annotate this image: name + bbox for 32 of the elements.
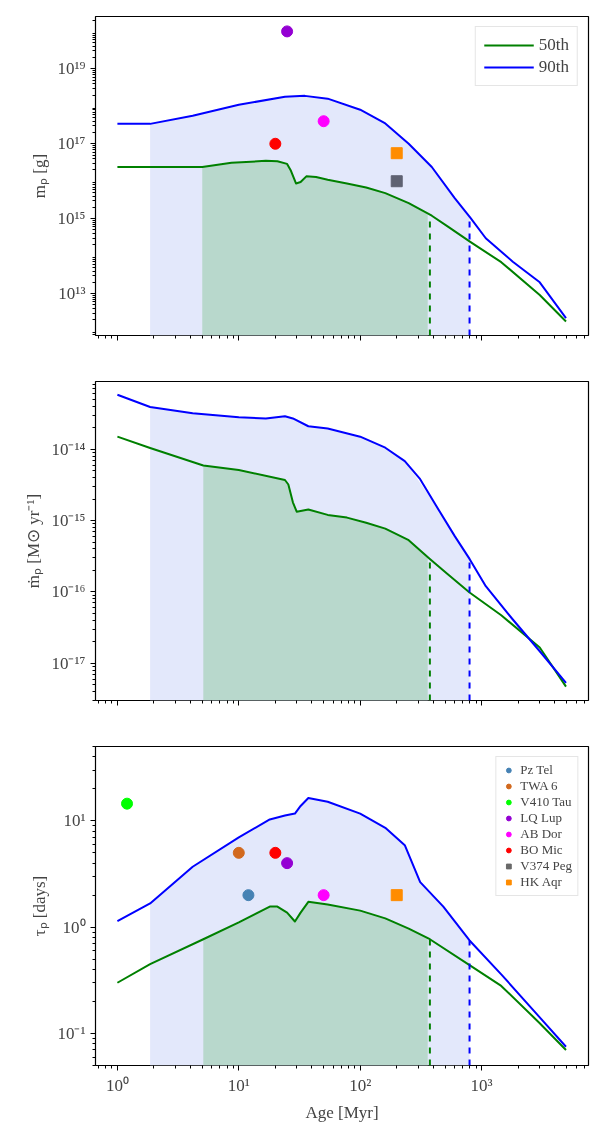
y-tick-label: 10⁻¹⁴: [51, 439, 86, 459]
x-tick-label: 10⁰: [105, 1075, 129, 1095]
y-tick-label: 10⁻¹: [57, 1023, 86, 1043]
y-tick-label: 10⁻¹⁵: [51, 511, 86, 531]
legend-label: V410 Tau: [520, 794, 572, 810]
legend-label: HK Aqr: [520, 874, 562, 890]
y-axis-title: ṁₚ [M⊙ yr⁻¹]: [24, 493, 45, 589]
point: [281, 25, 294, 38]
x-axis-title: Age [Myr]: [305, 1102, 379, 1122]
x-tick-label: 10²: [349, 1075, 372, 1095]
x-tick-label: 10³: [470, 1075, 493, 1095]
y-tick-label: 10¹³: [58, 284, 86, 304]
legend-label: 50th: [538, 35, 569, 55]
point: [390, 147, 403, 160]
y-tick-label: 10¹⁵: [57, 209, 86, 229]
legend-label: 90th: [538, 57, 569, 77]
legend-label: TWA 6: [520, 778, 558, 794]
legend-label: BO Mic: [520, 842, 563, 858]
y-tick-label: 10⁰: [62, 917, 86, 937]
legend-label: AB Dor: [520, 826, 562, 842]
legend-label: V374 Peg: [520, 858, 572, 874]
y-tick-label: 10¹⁹: [57, 59, 86, 79]
point: [390, 175, 403, 188]
y-tick-label: 10⁻¹⁷: [51, 653, 86, 673]
y-tick-label: 10⁻¹⁶: [51, 582, 86, 602]
legend-label: LQ Lup: [520, 810, 562, 826]
y-tick-label: 10¹⁷: [57, 134, 86, 154]
y-axis-title: τₚ [days]: [30, 875, 51, 937]
y-tick-label: 10¹: [63, 811, 86, 831]
y-axis-title: mₚ [g]: [30, 153, 51, 199]
x-tick-label: 10¹: [227, 1075, 250, 1095]
legend-label: Pz Tel: [520, 762, 553, 778]
